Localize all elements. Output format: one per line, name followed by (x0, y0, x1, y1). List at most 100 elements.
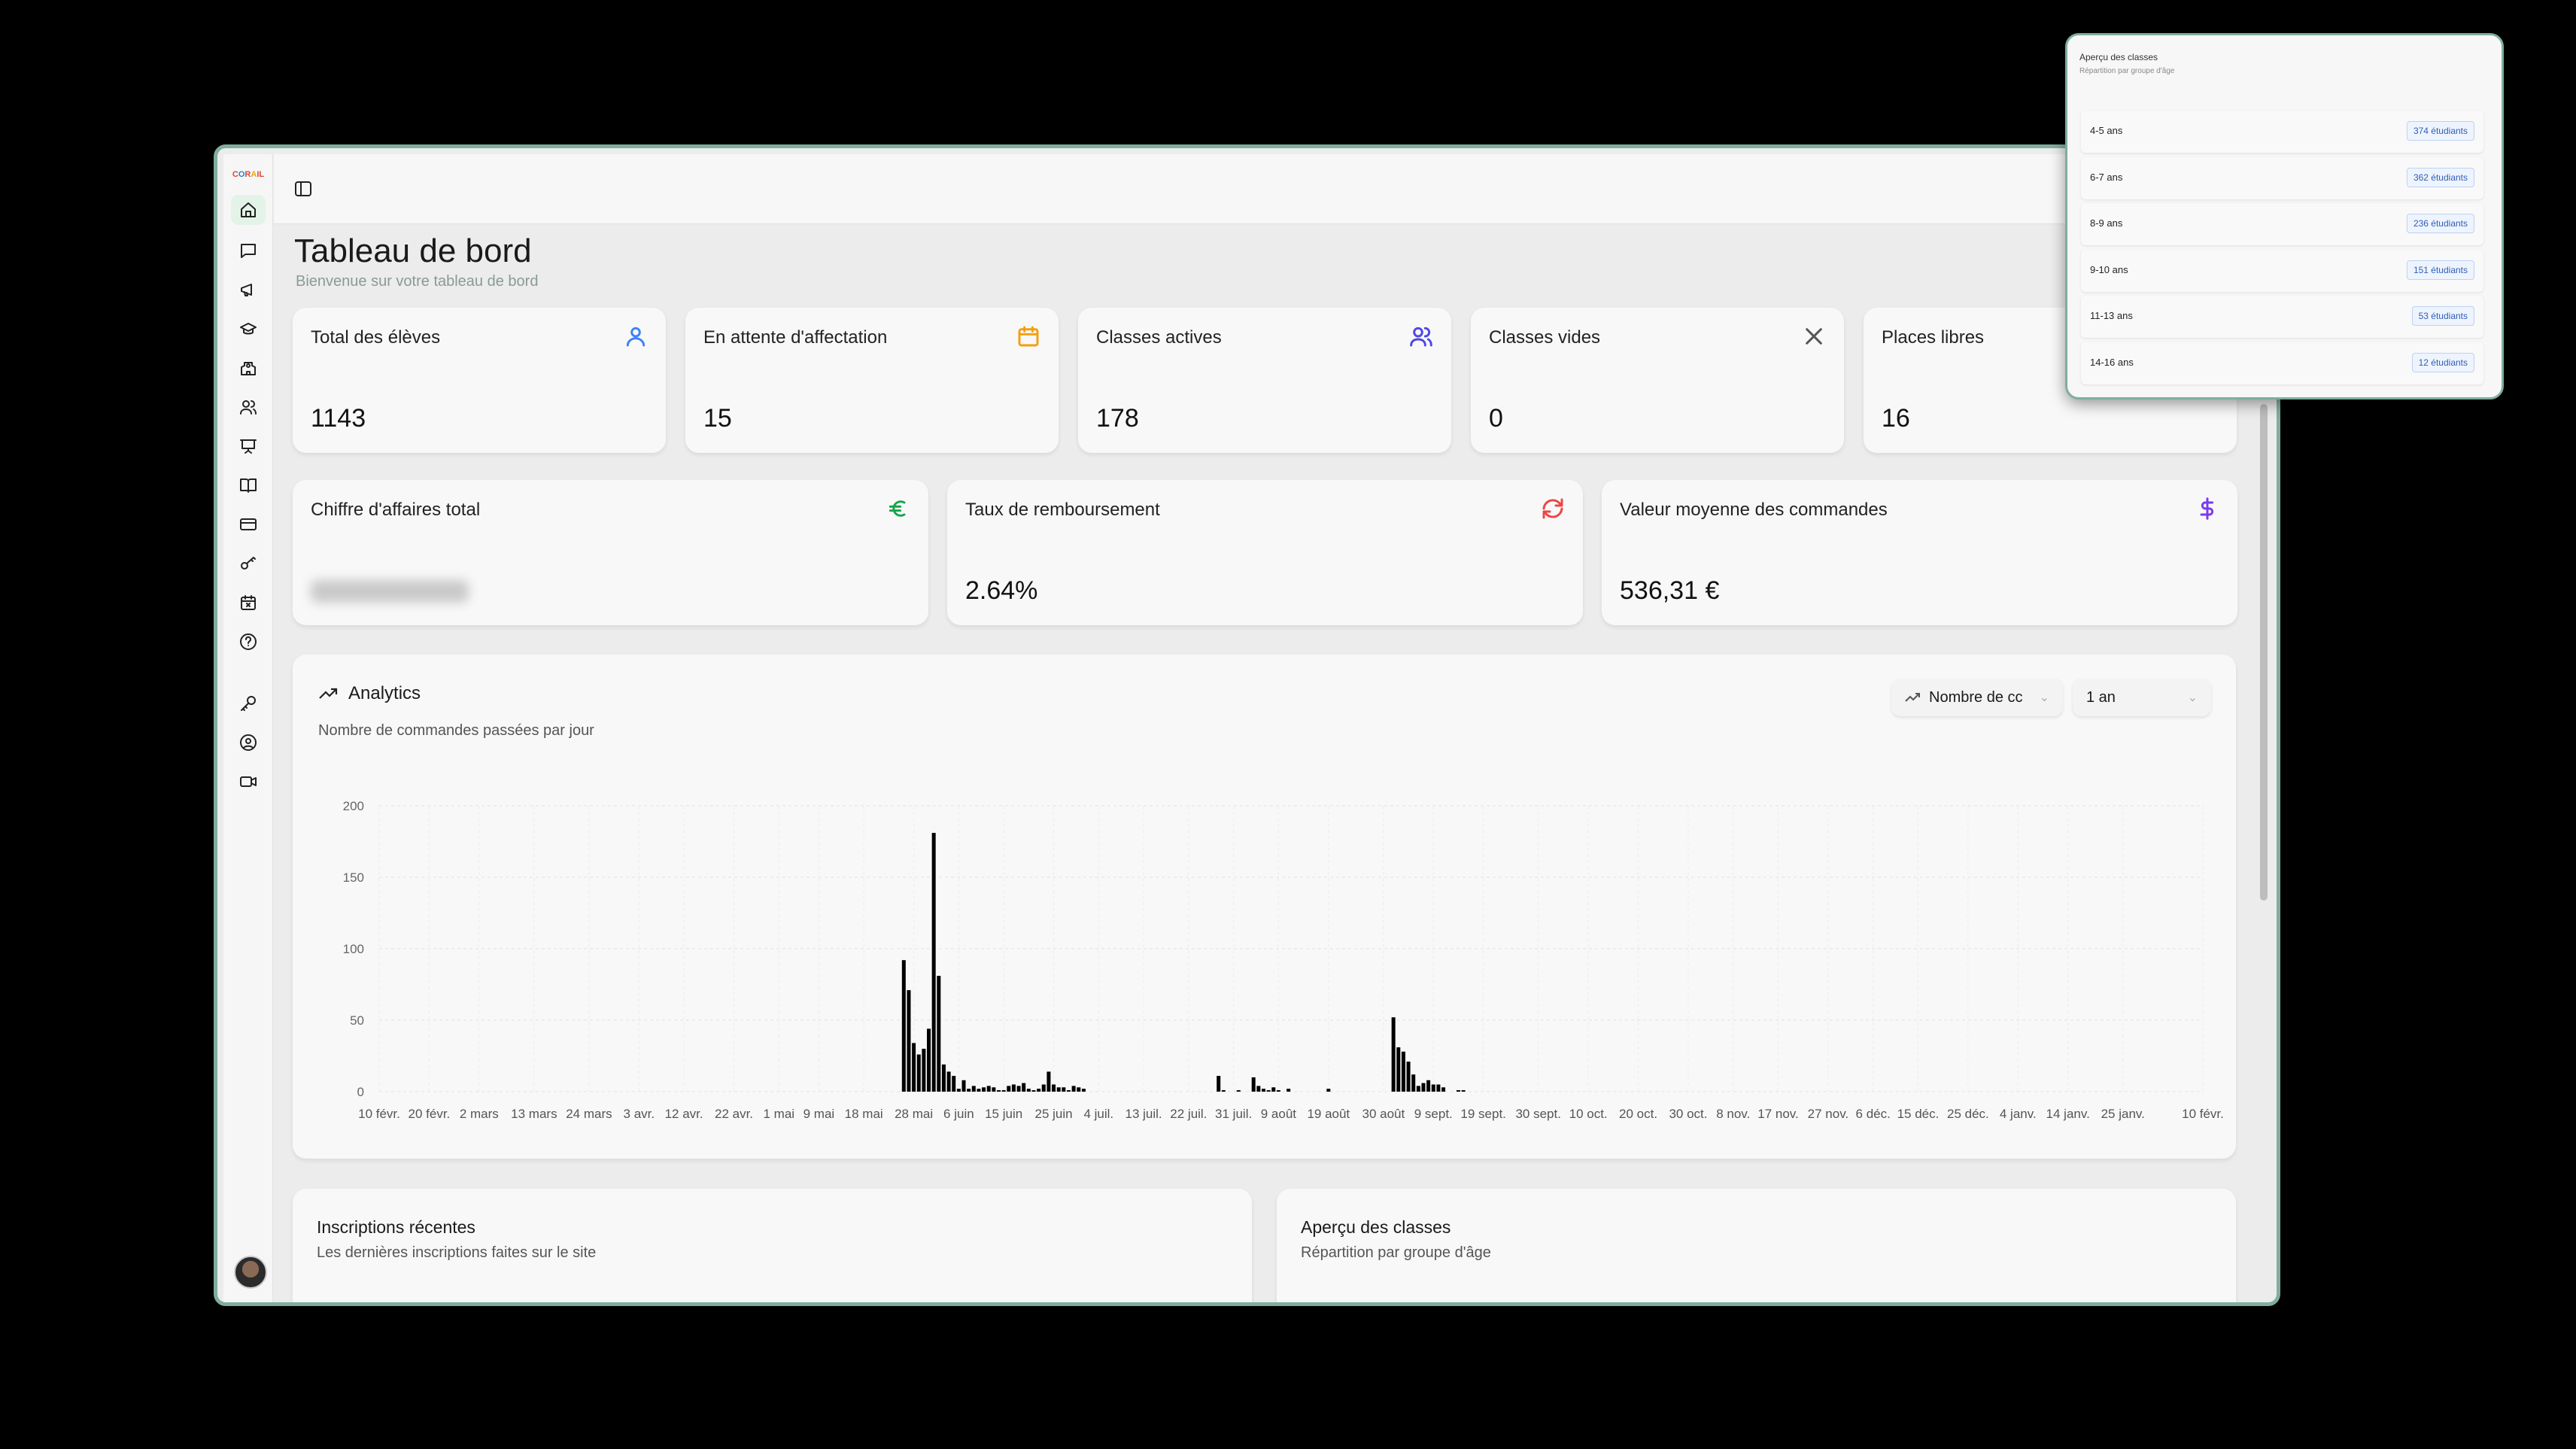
sidebar-item-home[interactable] (231, 195, 266, 225)
bar (956, 1089, 961, 1092)
bar (937, 976, 941, 1092)
home-icon (241, 202, 256, 217)
x-tick-label: 6 juin (943, 1107, 974, 1121)
help-circle-icon (240, 633, 257, 650)
scrollbar[interactable] (2260, 404, 2268, 901)
metric-select[interactable]: Nombre de cc ⌄ (1891, 679, 2063, 716)
bar (977, 1089, 981, 1092)
bar (1236, 1090, 1241, 1092)
x-tick-label: 31 juil. (1215, 1107, 1252, 1121)
finance-card: Chiffre d'affaires total (293, 480, 928, 625)
sidebar-item-message[interactable] (231, 235, 266, 266)
x-tick-label: 13 mars (511, 1107, 557, 1121)
x-tick-label: 10 oct. (1569, 1107, 1608, 1121)
bar (1436, 1084, 1441, 1092)
x-tick-label: 15 juin (985, 1107, 1022, 1121)
x-tick-label: 30 oct. (1669, 1107, 1707, 1121)
sidebar-item-users[interactable] (231, 392, 266, 422)
x-tick-label: 6 déc. (1856, 1107, 1891, 1121)
top-bar (274, 154, 2277, 224)
bar (961, 1080, 966, 1092)
key-round-icon (241, 557, 256, 570)
orders-bar-chart: 0 50 100 150 200 10 févr. 20 févr. 2 mars 13 mar… (343, 799, 2224, 1121)
y-tick-label: 150 (343, 870, 364, 885)
student-count-badge: 53 étudiants (2411, 306, 2474, 326)
stat-value: 0 (1489, 404, 1503, 433)
bar (1037, 1089, 1041, 1092)
age-group-label: 11-13 ans (2090, 310, 2133, 321)
bar (1426, 1080, 1431, 1092)
card-subtitle: Les dernières inscriptions faites sur le… (317, 1244, 597, 1261)
stat-label: Taux de remboursement (965, 500, 1160, 520)
card-title: Aperçu des classes (1301, 1217, 1451, 1237)
sidebar-item-calendar-x[interactable] (231, 588, 266, 618)
euro-icon (889, 500, 906, 517)
bar (1286, 1089, 1291, 1092)
bar (1041, 1084, 1046, 1092)
bar (1416, 1086, 1420, 1092)
bar (1256, 1086, 1261, 1092)
bar (1431, 1084, 1435, 1092)
bar (1066, 1090, 1071, 1092)
x-tick-label: 20 oct. (1619, 1107, 1657, 1121)
trending-up-icon (319, 688, 338, 699)
bar (1266, 1090, 1271, 1092)
sidebar-item-help-circle[interactable] (231, 627, 266, 657)
sidebar-item-book[interactable] (231, 470, 266, 500)
x-tick-label: 10 févr. (2182, 1107, 2224, 1121)
bar (1461, 1090, 1466, 1092)
x-tick-label: 12 avr. (665, 1107, 703, 1121)
bar (931, 833, 936, 1092)
x-tick-label: 25 déc. (1947, 1107, 1989, 1121)
book-icon (240, 478, 257, 493)
bar (1217, 1076, 1221, 1092)
calendar-icon (1018, 326, 1039, 347)
bar (1261, 1089, 1265, 1092)
graduation-cap-icon (240, 323, 257, 335)
sidebar: CORAIL (223, 154, 273, 1302)
age-group-row: 9-10 ans 151 étudiants (2081, 249, 2483, 292)
bar (941, 1064, 946, 1092)
x-tick-label: 8 nov. (1716, 1107, 1750, 1121)
sidebar-item-video[interactable] (231, 767, 266, 797)
sidebar-item-school[interactable] (231, 353, 266, 383)
bar (1271, 1087, 1276, 1092)
x-tick-label: 3 avr. (624, 1107, 655, 1121)
age-group-label: 9-10 ans (2090, 263, 2128, 275)
stat-label: Places libres (1882, 327, 1985, 348)
bar (986, 1086, 991, 1092)
popup-subtitle: Répartition par groupe d'âge (2079, 67, 2175, 75)
blurred-value (311, 580, 469, 603)
sidebar-toggle-icon[interactable] (295, 181, 311, 196)
x-tick-label: 9 août (1261, 1107, 1297, 1121)
sidebar-item-key-round[interactable] (231, 548, 266, 579)
analytics-title: Analytics (348, 683, 421, 703)
stat-label: En attente d'affectation (703, 327, 888, 348)
page-subtitle: Bienvenue sur votre tableau de bord (296, 273, 539, 290)
bar (922, 1049, 926, 1092)
age-group-label: 6-7 ans (2090, 171, 2123, 183)
megaphone-icon (241, 284, 252, 296)
stat-value: 536,31 € (1620, 576, 1720, 605)
sidebar-item-presentation[interactable] (231, 431, 266, 461)
bar (907, 990, 911, 1092)
x-tick-label: 4 juil. (1083, 1107, 1113, 1121)
sidebar-item-user-circle[interactable] (231, 728, 266, 758)
sidebar-item-graduation-cap[interactable] (231, 314, 266, 344)
y-tick-label: 0 (357, 1085, 364, 1099)
x-tick-label: 27 nov. (1808, 1107, 1849, 1121)
sidebar-item-megaphone[interactable] (231, 275, 266, 305)
sidebar-item-key[interactable] (231, 688, 266, 718)
bar (1016, 1086, 1021, 1092)
x-tick-label: 22 juil. (1170, 1107, 1207, 1121)
x-tick-label: 24 mars (566, 1107, 612, 1121)
bar (1276, 1090, 1280, 1092)
key-icon (241, 696, 256, 711)
x-tick-label: 25 janv. (2101, 1107, 2145, 1121)
refresh-icon (1542, 498, 1563, 519)
avatar[interactable] (234, 1256, 267, 1289)
stat-value: 1143 (311, 404, 366, 433)
period-select[interactable]: 1 an ⌄ (2073, 679, 2211, 716)
sidebar-item-credit-card[interactable] (231, 509, 266, 539)
x-tick-label: 13 juil. (1125, 1107, 1162, 1121)
